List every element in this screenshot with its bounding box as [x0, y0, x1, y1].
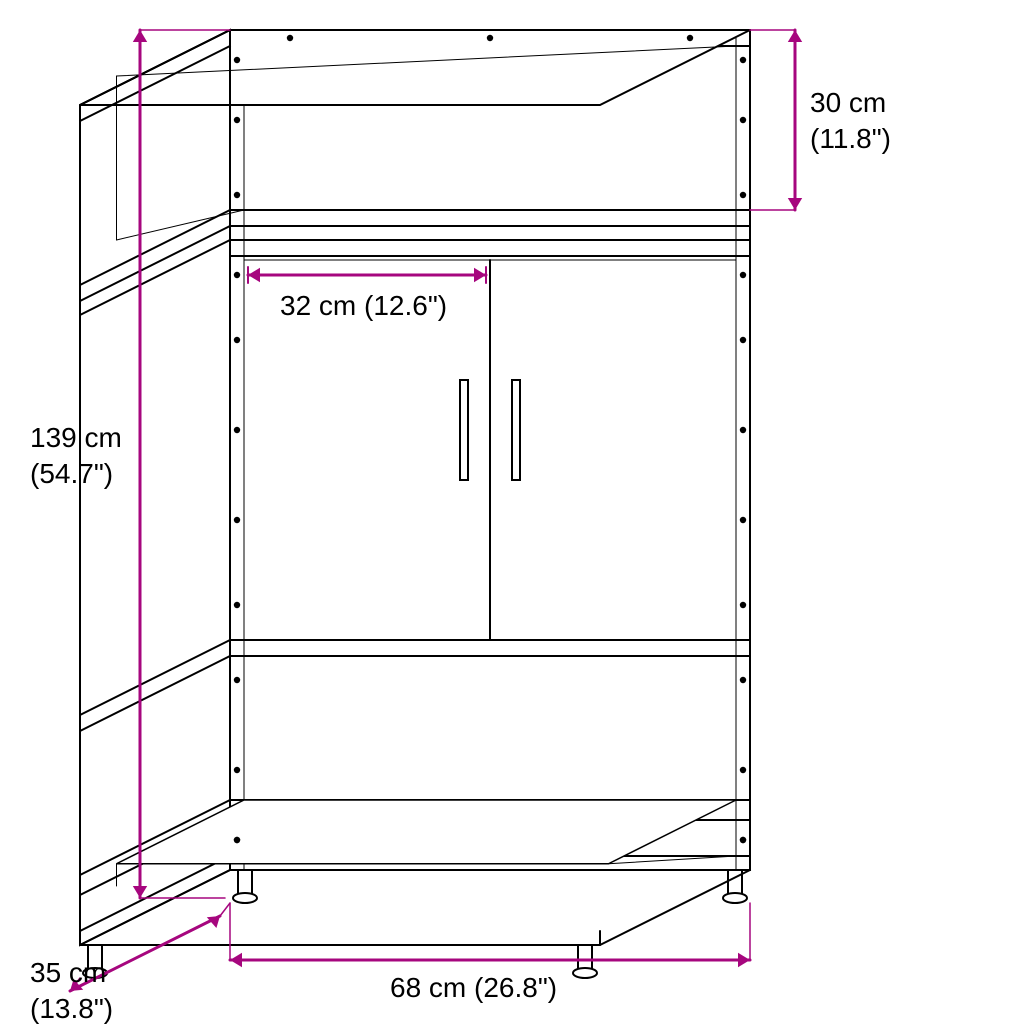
label-shelf: 30 cm (11.8") — [810, 85, 891, 158]
label-door-in: (12.6") — [364, 290, 447, 321]
label-width-cm: 68 cm — [390, 972, 466, 1003]
label-height-cm: 139 cm — [30, 422, 122, 453]
label-width-in: (26.8") — [474, 972, 557, 1003]
label-height: 139 cm (54.7") — [30, 420, 122, 493]
label-depth-cm: 35 cm — [30, 957, 106, 988]
label-shelf-in: (11.8") — [810, 123, 891, 154]
label-depth: 35 cm (13.8") — [30, 955, 113, 1028]
label-door-cm: 32 cm — [280, 290, 356, 321]
label-height-in: (54.7") — [30, 458, 113, 489]
label-shelf-cm: 30 cm — [810, 87, 886, 118]
label-width: 68 cm (26.8") — [390, 970, 557, 1006]
label-depth-in: (13.8") — [30, 993, 113, 1024]
label-door: 32 cm (12.6") — [280, 288, 447, 324]
